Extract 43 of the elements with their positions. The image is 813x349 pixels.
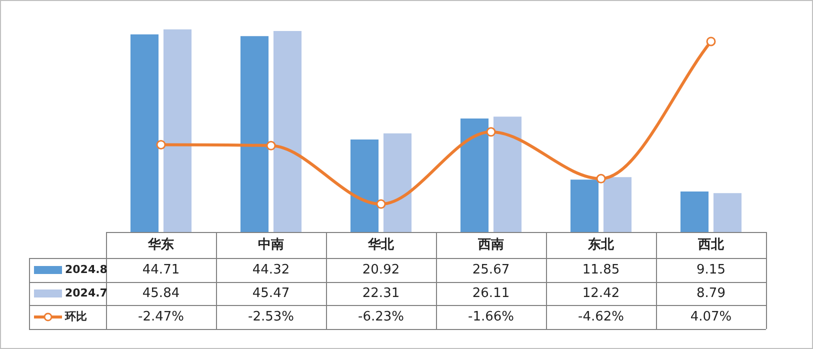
x-tick-label: 中南: [258, 237, 284, 252]
x-tick-label: 华东: [147, 236, 174, 252]
bar: [163, 29, 192, 232]
bar: [493, 116, 522, 232]
data-label: 4.07%: [690, 309, 732, 324]
data-label: 26.11: [472, 286, 510, 301]
data-label: 11.85: [582, 262, 620, 278]
data-label: 45.84: [142, 286, 180, 301]
point: [376, 199, 386, 209]
x-tick-label: 西南: [477, 237, 504, 252]
point: [486, 127, 496, 137]
bar: [273, 31, 302, 232]
bar: [570, 180, 599, 232]
point: [596, 174, 606, 184]
data-label: -2.53%: [248, 309, 294, 324]
data-label: 44.32: [252, 262, 290, 278]
data-label: 45.47: [252, 286, 290, 301]
data-label: 44.71: [142, 262, 180, 278]
data-label: -1.66%: [468, 309, 514, 324]
point: [706, 36, 716, 46]
point: [156, 140, 166, 150]
legend-label: 环比: [64, 310, 87, 323]
bar: [680, 192, 709, 232]
data-label: 22.31: [362, 286, 400, 301]
bar: [383, 133, 412, 232]
x-tick-label: 华北: [367, 237, 395, 252]
bar: [460, 118, 489, 232]
bar: [240, 36, 269, 232]
x-tick-label: 东北: [587, 236, 615, 252]
data-label: -2.47%: [138, 309, 184, 324]
bar: [713, 193, 742, 232]
data-label: 12.42: [582, 286, 620, 301]
bar: [350, 140, 379, 232]
data-label: 20.92: [362, 262, 400, 278]
point: [266, 140, 276, 150]
data-label: 9.15: [696, 262, 726, 278]
data-label: 8.79: [696, 286, 726, 301]
data-label: -4.62%: [578, 309, 624, 324]
bar: [603, 177, 632, 232]
x-tick-label: 西北: [697, 237, 725, 252]
data-label: 25.67: [472, 262, 510, 278]
data-label: -6.23%: [358, 309, 404, 324]
bar: [130, 34, 159, 232]
